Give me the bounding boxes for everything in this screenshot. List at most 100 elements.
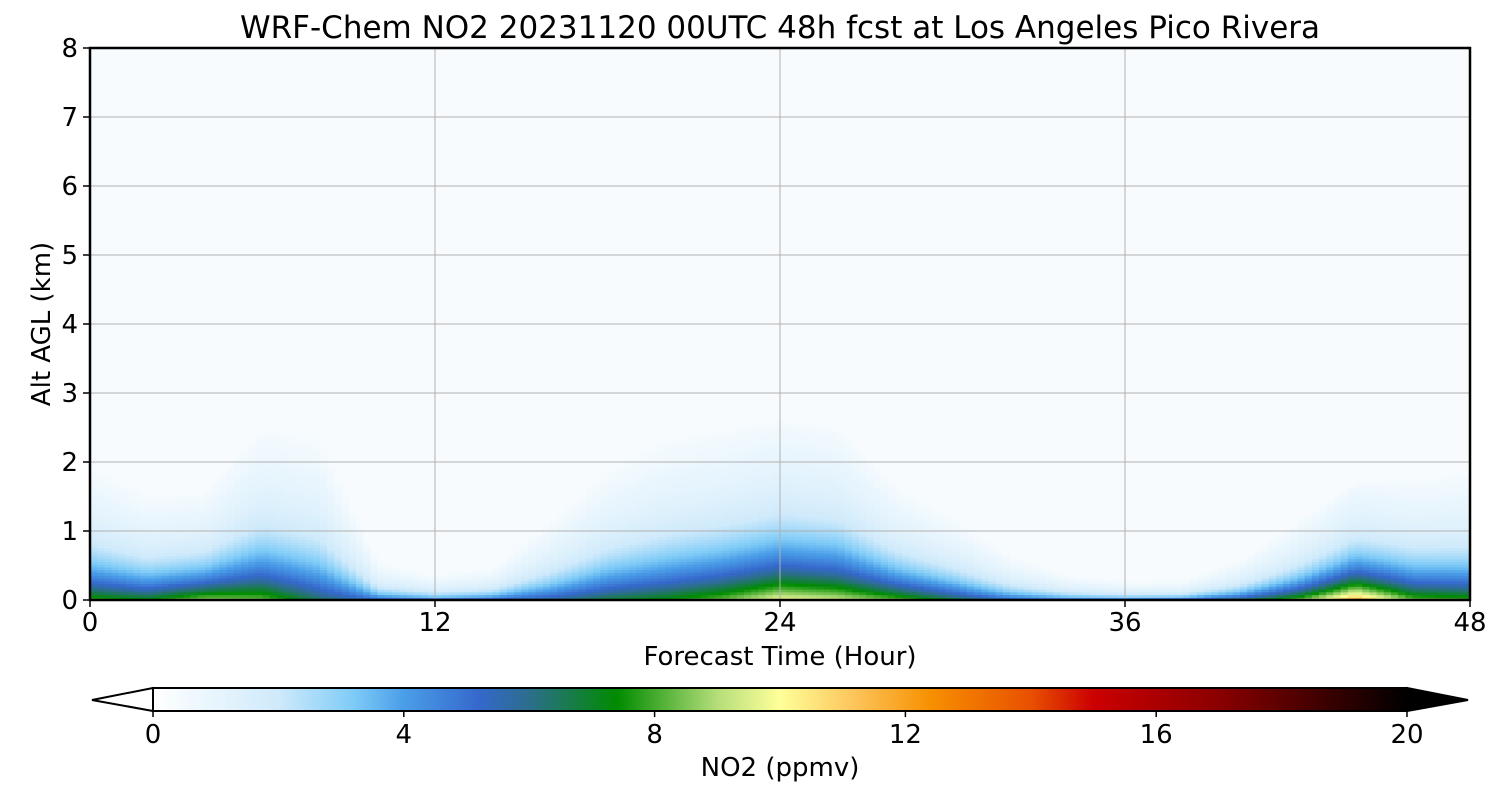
field-cell [751,453,760,458]
field-cell [348,533,357,538]
field-cell [686,536,695,540]
field-cell [700,497,709,502]
field-cell [751,514,760,518]
field-cell [614,544,623,549]
field-cell [708,528,716,532]
field-cell [607,467,616,471]
field-cell [262,553,271,557]
field-cell [312,566,321,571]
field-cell [291,580,300,585]
field-cell [621,519,630,524]
field-cell [815,506,824,510]
field-cell [693,478,702,482]
field-cell [593,536,601,540]
field-cell [765,462,774,466]
field-cell [815,514,824,518]
field-cell [851,542,860,546]
field-cell [859,500,867,504]
field-cell [219,572,228,576]
field-cell [485,569,494,573]
field-cell [665,591,673,596]
field-cell [276,564,285,568]
field-cell [226,550,235,554]
field-cell [291,561,300,565]
field-cell [140,536,149,540]
field-cell [607,489,616,493]
field-cell [758,550,767,554]
field-cell [808,428,817,433]
field-cell [557,539,565,543]
field-cell [729,475,738,480]
field-cell [550,536,558,540]
field-cell [298,514,307,518]
field-cell [133,497,141,502]
field-cell [679,575,688,579]
field-cell [298,542,307,546]
field-cell [621,583,630,587]
field-cell [686,547,695,551]
field-cell [758,569,767,573]
field-cell [665,459,673,463]
field-cell [665,536,673,540]
field-cell [758,481,767,485]
field-cell [176,517,185,521]
field-cell [715,547,724,551]
field-cell [880,547,889,551]
field-cell [715,495,724,499]
field-cell [233,492,242,496]
field-cell [585,542,594,546]
field-cell [133,539,141,543]
field-cell [363,588,371,593]
field-cell [593,550,601,554]
field-cell [320,459,328,463]
field-cell [334,517,343,521]
field-cell [693,522,702,527]
field-cell [873,489,882,493]
field-cell [320,464,328,469]
field-cell [363,558,371,562]
field-cell [111,531,120,535]
field-cell [226,500,235,504]
field-cell [291,525,300,529]
field-cell [377,583,386,587]
field-cell [420,586,429,590]
field-cell [672,522,680,527]
field-cell [564,561,573,565]
field-cell [657,475,666,480]
field-cell [895,591,903,596]
field-cell [233,536,242,540]
field-cell [140,550,149,554]
field-cell [125,486,134,491]
field-cell [736,566,745,571]
field-cell [815,489,824,493]
field-cell [600,544,609,549]
field-cell [399,597,407,600]
field-cell [686,572,695,576]
field-cell [744,591,752,596]
field-cell [787,420,795,424]
field-cell [212,586,220,590]
field-cell [578,539,587,543]
field-cell [650,497,659,502]
field-cell [815,539,824,543]
field-cell [255,572,264,576]
field-cell [880,528,889,532]
field-cell [736,506,745,510]
field-cell [104,481,113,485]
field-cell [902,542,910,546]
field-cell [715,583,724,587]
field-cell [887,525,896,529]
field-cell [621,561,630,565]
field-cell [751,489,760,493]
field-cell [334,586,343,590]
field-cell [521,594,530,598]
field-cell [643,566,652,571]
field-cell [298,497,307,502]
field-cell [183,514,192,518]
field-cell [665,473,673,477]
field-cell [334,536,343,540]
field-cell [700,522,709,527]
field-cell [514,561,522,565]
field-cell [456,577,465,582]
field-cell [111,597,120,600]
